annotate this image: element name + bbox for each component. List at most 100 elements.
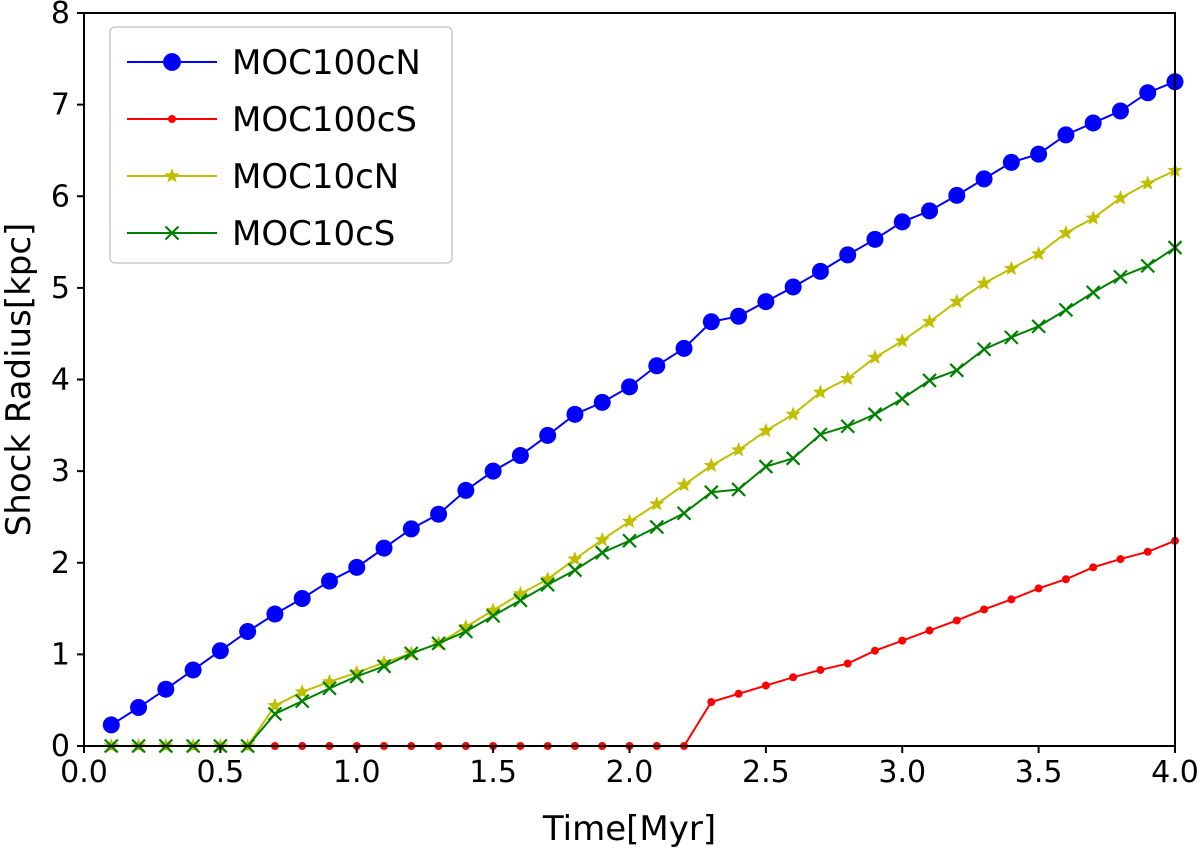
data-point (376, 659, 392, 674)
data-point (949, 293, 965, 309)
data-point (813, 427, 828, 442)
data-point (734, 689, 743, 698)
data-point (457, 481, 475, 499)
data-point (431, 636, 446, 651)
data-point (157, 680, 175, 698)
data-point (267, 697, 283, 713)
data-point (948, 186, 966, 204)
data-point (893, 213, 911, 231)
data-point (730, 442, 747, 457)
data-point (322, 680, 337, 696)
data-point (1139, 84, 1157, 102)
data-point (211, 642, 229, 660)
legend-marker (163, 53, 181, 71)
data-point (1143, 547, 1152, 556)
data-point (975, 170, 993, 188)
legend-label: MOC100cN (232, 43, 421, 83)
data-point (130, 699, 148, 717)
data-point (621, 378, 638, 396)
legend-item: MOC100cN (127, 43, 421, 83)
data-point (621, 513, 638, 528)
data-point (649, 519, 665, 535)
x-tick-label: 1.0 (333, 755, 381, 790)
series-line (111, 169, 1176, 747)
legend-label: MOC10cS (232, 214, 395, 254)
data-point (485, 602, 501, 617)
y-tick-label: 0 (51, 729, 70, 764)
legend-item: MOC10cN (127, 157, 399, 197)
data-point (348, 558, 366, 576)
data-point (293, 589, 311, 607)
data-point (1007, 595, 1016, 604)
data-point (1003, 260, 1019, 276)
y-tick-label: 4 (51, 363, 70, 398)
data-point (840, 418, 855, 434)
data-point (707, 698, 716, 707)
data-point (294, 693, 310, 709)
data-point (1031, 319, 1046, 334)
data-point (702, 313, 720, 331)
x-tick-label: 4.0 (1151, 755, 1199, 790)
data-point (1002, 153, 1020, 171)
data-point (676, 505, 692, 521)
data-point (594, 545, 610, 560)
data-point (816, 665, 825, 674)
data-point (1030, 145, 1048, 163)
data-point (1058, 224, 1074, 240)
x-tick-label: 0.5 (197, 755, 245, 790)
data-point (266, 605, 284, 623)
series-line (110, 80, 1176, 726)
data-point (976, 275, 992, 290)
data-point (375, 539, 393, 557)
y-axis-label: Shock Radius[kpc] (0, 223, 39, 537)
data-point (840, 370, 856, 386)
legend-marker (164, 225, 180, 241)
y-tick-label: 7 (51, 88, 70, 123)
legend-marker (168, 115, 176, 123)
legend-marker (164, 168, 180, 183)
data-point (952, 616, 961, 625)
data-point (704, 484, 719, 500)
data-point (648, 357, 666, 375)
data-point (376, 654, 392, 670)
x-tick-label: 1.5 (469, 755, 517, 790)
data-point (1116, 555, 1125, 564)
data-point (980, 605, 989, 614)
data-point (839, 246, 857, 264)
data-point (1111, 102, 1129, 120)
data-point (949, 363, 965, 378)
series-MOC10cS (103, 240, 1183, 754)
legend-label: MOC100cS (232, 100, 417, 140)
data-point (921, 202, 939, 220)
data-point (539, 426, 557, 444)
data-point (430, 505, 448, 523)
series-MOC100cN (102, 73, 1184, 734)
data-point (894, 333, 910, 348)
y-tick-label: 5 (51, 271, 70, 306)
data-point (513, 593, 528, 608)
x-tick-label: 3.0 (878, 755, 926, 790)
legend-item: MOC100cS (127, 100, 417, 140)
y-tick-label: 3 (51, 454, 70, 489)
data-point (540, 571, 556, 586)
data-point (267, 706, 283, 722)
data-point (730, 307, 748, 325)
data-point (512, 585, 529, 601)
data-point (758, 459, 774, 474)
x-tick-label: 2.5 (742, 755, 790, 790)
data-point (785, 451, 801, 466)
axes-ticks: 0.0 0.5 1.0 1.5 2.0 2.5 3.0 3.5 4.0 0 1 2 3 4 5 6 7 8 (51, 0, 1199, 790)
data-point (789, 673, 798, 682)
data-point (1034, 584, 1043, 593)
data-point (785, 406, 801, 421)
data-point (1113, 269, 1128, 285)
series-layer (102, 73, 1184, 754)
data-point (239, 622, 257, 640)
legend-item: MOC10cS (127, 214, 395, 254)
data-point (1031, 245, 1047, 261)
data-point (1057, 126, 1075, 144)
data-point (567, 562, 583, 578)
data-point (349, 669, 365, 684)
data-point (758, 422, 774, 438)
data-point (1140, 258, 1155, 274)
